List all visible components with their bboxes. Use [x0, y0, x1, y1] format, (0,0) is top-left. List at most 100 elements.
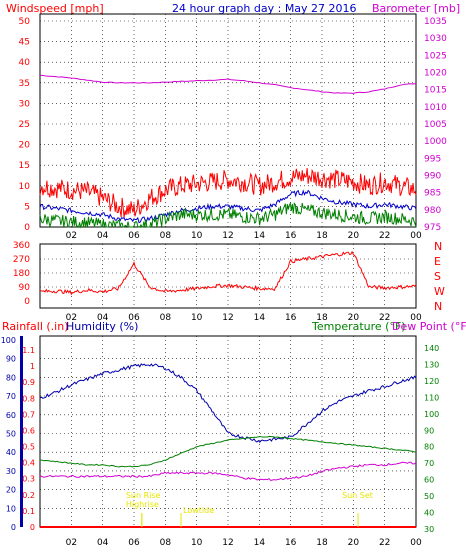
right-tick-label: 985: [424, 189, 441, 199]
x-tick-label: 10: [191, 538, 203, 548]
temperature-tick-label: 40: [424, 509, 434, 518]
direction-tick-label: 180: [13, 269, 30, 279]
humidity-line: [39, 363, 417, 443]
direction-line: [39, 250, 417, 296]
x-tick-label: 04: [97, 313, 109, 323]
left-tick-label: 15: [19, 161, 30, 171]
wind-panel-frame: [39, 13, 417, 228]
x-tick-label: 20: [348, 313, 360, 323]
x-tick-label: 12: [222, 313, 233, 323]
temperature-line: [39, 435, 417, 468]
temperature-tick-label: 130: [424, 360, 439, 369]
compass-label: S: [434, 270, 441, 283]
x-tick-label: 06: [128, 538, 140, 548]
wind-grid: [40, 14, 417, 227]
right-tick-label: 1000: [424, 137, 447, 147]
x-tick-label: 08: [160, 313, 172, 323]
x-tick-label: 14: [254, 313, 266, 323]
x-tick-label: 22: [379, 538, 390, 548]
direction-grid: [40, 244, 417, 308]
humidity-tick-label: 100: [1, 336, 16, 345]
temperature-tick-label: 140: [424, 344, 439, 353]
temperature-axis-label: Temperature (°F): [311, 320, 406, 333]
direction-tick-label: 90: [19, 283, 31, 293]
right-tick-label: 1020: [424, 69, 447, 79]
x-tick-label: 18: [316, 313, 328, 323]
temperature-tick-label: 50: [424, 492, 434, 501]
x-tick-label: 02: [66, 538, 77, 548]
x-tick-label: 04: [97, 231, 109, 241]
humidity-tick-label: 10: [6, 504, 16, 513]
dewpoint-axis-label: Dew Point (°F): [392, 320, 466, 333]
annotation-label: Lowtide: [183, 506, 214, 515]
right-axis-label: Barometer [mb]: [372, 2, 460, 15]
left-axis-label: Windspeed [mph]: [6, 2, 104, 15]
rain-tick-label: 0.5: [22, 443, 35, 452]
x-tick-label: 18: [316, 231, 328, 241]
humidity-tick-label: 90: [6, 355, 16, 364]
left-tick-label: 10: [19, 182, 31, 192]
x-tick-label: 10: [191, 231, 203, 241]
left-tick-label: 25: [19, 120, 30, 130]
humidity-tick-label: 70: [6, 392, 16, 401]
direction-series: [39, 250, 417, 296]
left-tick-label: 45: [19, 38, 30, 48]
compass-label: W: [434, 285, 445, 298]
humidity-tick-label: 20: [6, 486, 16, 495]
right-tick-label: 1025: [424, 51, 447, 61]
compass-label: E: [434, 255, 441, 268]
right-tick-label: 975: [424, 223, 441, 233]
direction-tick-label: 0: [24, 297, 30, 307]
gust-line: [39, 168, 417, 218]
x-tick-label: 06: [128, 231, 140, 241]
temperature-tick-label: 110: [424, 393, 439, 402]
x-tick-label: 16: [285, 231, 297, 241]
climate-grid: [40, 336, 417, 527]
left-tick-label: 35: [19, 79, 30, 89]
x-tick-label: 02: [66, 231, 77, 241]
temperature-tick-label: 80: [424, 443, 434, 452]
x-tick-label: 12: [222, 538, 233, 548]
temperature-tick-label: 90: [424, 426, 434, 435]
annotation-label: Highrise: [126, 500, 159, 509]
x-tick-label: 12: [222, 231, 233, 241]
compass-label: N: [434, 300, 442, 313]
x-tick-label: 14: [254, 538, 266, 548]
barometer-line: [39, 74, 417, 94]
rain-tick-label: 0.3: [22, 475, 35, 484]
x-tick-label: 00: [410, 538, 422, 548]
temperature-tick-label: 30: [424, 525, 434, 534]
x-tick-label: 22: [379, 231, 390, 241]
right-tick-label: 1030: [424, 34, 447, 44]
right-tick-label: 1015: [424, 86, 447, 96]
rain-tick-label: 0: [30, 523, 35, 532]
x-tick-label: 20: [348, 538, 360, 548]
left-tick-label: 0: [24, 223, 30, 233]
chart-title: 24 hour graph day : May 27 2016: [172, 2, 357, 15]
wind-axes: 0510152025303540455097598098599099510001…: [19, 17, 448, 241]
humidity-tick-label: 50: [6, 430, 16, 439]
x-tick-label: 00: [410, 231, 422, 241]
left-tick-label: 40: [19, 58, 31, 68]
x-tick-label: 16: [285, 313, 297, 323]
right-tick-label: 990: [424, 172, 441, 182]
left-tick-label: 5: [24, 202, 30, 212]
temperature-tick-label: 60: [424, 476, 434, 485]
direction-tick-label: 360: [13, 241, 30, 251]
climate-axes: 010203040506070809010000.10.20.30.40.50.…: [1, 336, 440, 548]
x-tick-label: 02: [66, 313, 77, 323]
x-tick-label: 08: [160, 231, 172, 241]
right-tick-label: 1010: [424, 103, 447, 113]
rain-tick-label: 0.6: [22, 426, 35, 435]
humidity-tick-label: 0: [11, 523, 16, 532]
temperature-tick-label: 120: [424, 377, 439, 386]
x-tick-label: 14: [254, 231, 266, 241]
x-tick-label: 16: [285, 538, 297, 548]
annotation-label: Sun Rise: [126, 491, 161, 500]
x-tick-label: 06: [128, 313, 140, 323]
rain-tick-label: 1.1: [22, 346, 35, 355]
rain-tick-label: 0.7: [22, 410, 35, 419]
dewpoint-line: [39, 461, 417, 482]
right-tick-label: 1035: [424, 17, 447, 27]
